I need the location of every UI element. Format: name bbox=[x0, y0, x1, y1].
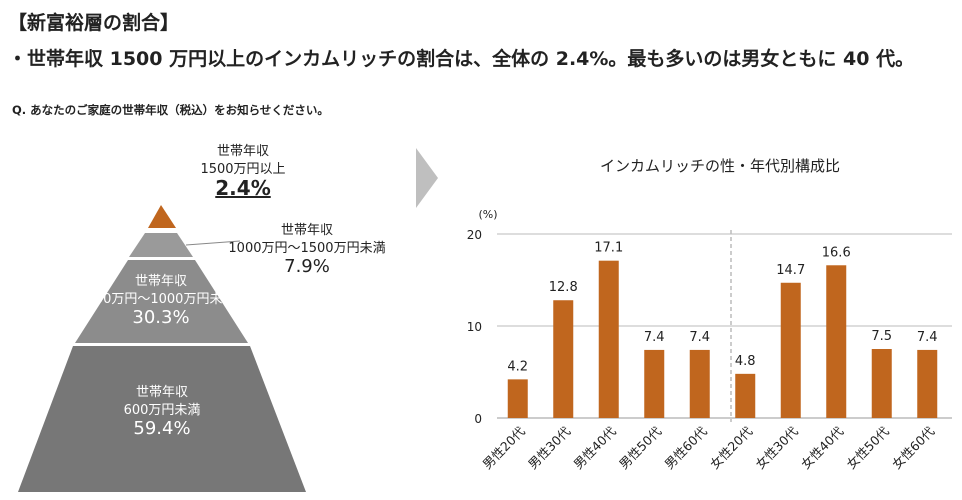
y-tick-label: 0 bbox=[474, 412, 482, 426]
data-label: 12.8 bbox=[549, 280, 578, 295]
pyramid-segment-2 bbox=[129, 233, 193, 257]
segment-label-4-line1: 世帯年収 bbox=[135, 385, 188, 400]
x-tick-label: 女性50代 bbox=[844, 423, 893, 472]
bar bbox=[689, 349, 710, 418]
data-label: 7.4 bbox=[689, 330, 710, 345]
x-tick-label: 男性40代 bbox=[571, 423, 620, 472]
y-axis-label: (%) bbox=[478, 208, 497, 221]
segment-label-2-line1: 世帯年収 bbox=[280, 223, 333, 238]
segment-pct-top: 2.4% bbox=[215, 176, 271, 200]
segment-label-2: 世帯年収 1000万円〜1500万円未満 7.9% bbox=[212, 222, 402, 276]
data-label: 4.2 bbox=[507, 359, 528, 374]
y-tick-label: 10 bbox=[467, 320, 482, 334]
segment-label-top-line2: 1500万円以上 bbox=[200, 162, 286, 177]
x-tick-label: 男性60代 bbox=[662, 423, 711, 472]
data-label: 7.4 bbox=[917, 330, 938, 345]
x-tick-label: 女性30代 bbox=[753, 423, 802, 472]
segment-label-top-line1: 世帯年収 bbox=[216, 144, 269, 159]
data-label: 4.8 bbox=[735, 354, 756, 369]
bar bbox=[917, 349, 938, 418]
segment-label-2-line2: 1000万円〜1500万円未満 bbox=[228, 241, 386, 256]
data-label: 14.7 bbox=[776, 263, 805, 278]
bar bbox=[826, 265, 847, 418]
survey-question: Q. あなたのご家庭の世帯年収（税込）をお知らせください。 bbox=[12, 103, 329, 117]
arrow-icon bbox=[416, 148, 438, 208]
segment-pct-2: 7.9% bbox=[284, 256, 330, 277]
y-tick-label: 20 bbox=[467, 228, 482, 242]
data-label: 7.4 bbox=[644, 330, 665, 345]
segment-label-3-line1: 世帯年収 bbox=[134, 274, 187, 289]
segment-label-top: 世帯年収 1500万円以上 2.4% bbox=[168, 143, 318, 200]
x-tick-label: 男性20代 bbox=[480, 423, 529, 472]
segment-label-4-line2: 600万円未満 bbox=[123, 403, 201, 418]
pyramid-segment-top bbox=[148, 205, 176, 228]
data-label: 16.6 bbox=[822, 245, 851, 260]
bar bbox=[507, 379, 528, 418]
page-subtitle: ・世帯年収 1500 万円以上のインカムリッチの割合は、全体の 2.4%。最も多… bbox=[8, 48, 915, 70]
pyramid-segment-3 bbox=[75, 260, 248, 343]
segment-label-3: 世帯年収 600万円〜1000万円未満 30.3% bbox=[66, 273, 256, 327]
data-label: 7.5 bbox=[871, 329, 892, 344]
bar bbox=[644, 349, 665, 418]
bar bbox=[553, 300, 574, 418]
data-label: 17.1 bbox=[594, 241, 623, 256]
segment-label-4: 世帯年収 600万円未満 59.4% bbox=[70, 384, 254, 438]
x-tick-label: 男性50代 bbox=[616, 423, 665, 472]
bar bbox=[780, 282, 801, 418]
bar bbox=[598, 260, 619, 418]
segment-pct-3: 30.3% bbox=[132, 307, 190, 328]
bar bbox=[735, 373, 756, 418]
x-tick-label: 女性60代 bbox=[889, 423, 938, 472]
chart-title: インカムリッチの性・年代別構成比 bbox=[600, 157, 841, 175]
bar bbox=[871, 349, 892, 418]
x-tick-label: 女性40代 bbox=[798, 423, 847, 472]
pyramid-leader-line bbox=[185, 240, 241, 246]
x-tick-label: 女性20代 bbox=[707, 423, 756, 472]
page-title: 【新富裕層の割合】 bbox=[8, 12, 180, 34]
segment-pct-4: 59.4% bbox=[133, 418, 191, 439]
segment-label-3-line2: 600万円〜1000万円未満 bbox=[86, 292, 236, 307]
pyramid-segment-4 bbox=[18, 346, 306, 492]
x-tick-label: 男性30代 bbox=[525, 423, 574, 472]
